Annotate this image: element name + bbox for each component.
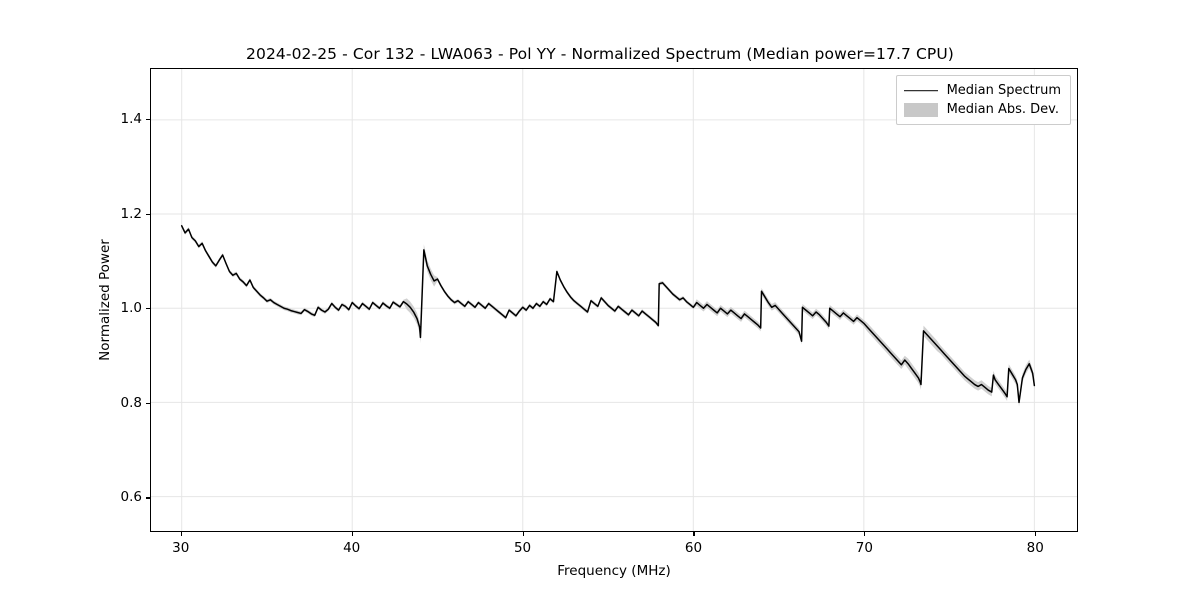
x-tick-label: 60 — [684, 540, 703, 556]
x-tickmark — [522, 532, 524, 536]
x-tick-label: 80 — [1026, 540, 1044, 556]
y-tickmark — [146, 119, 150, 121]
y-tick-label: 1.2 — [120, 205, 142, 222]
plot-area: Median Spectrum Median Abs. Dev. — [150, 68, 1078, 532]
y-tickmark — [146, 497, 150, 499]
spectrum-plot — [180, 223, 1036, 407]
y-tick-label: 0.8 — [120, 394, 142, 411]
legend-label: Median Abs. Dev. — [946, 102, 1060, 117]
x-tick-label: 30 — [172, 540, 190, 556]
x-tickmark — [693, 532, 695, 536]
legend-line-swatch-icon — [904, 84, 938, 98]
x-tickmark — [864, 532, 866, 536]
x-tickmark — [180, 532, 182, 536]
x-tick-label: 50 — [513, 540, 532, 556]
legend-entry-median-spectrum[interactable]: Median Spectrum — [904, 81, 1061, 100]
x-tick-label: 70 — [855, 540, 873, 556]
chart-title: 2024-02-25 - Cor 132 - LWA063 - Pol YY -… — [246, 45, 954, 63]
y-axis-label: Normalized Power — [97, 239, 113, 361]
y-tick-label: 0.6 — [120, 489, 142, 506]
x-tickmark — [351, 532, 353, 536]
legend-label: Median Spectrum — [946, 83, 1061, 98]
y-tickmark — [146, 308, 150, 310]
x-axis-label: Frequency (MHz) — [557, 563, 671, 579]
x-tick-label: 40 — [343, 540, 361, 556]
legend-box[interactable]: Median Spectrum Median Abs. Dev. — [895, 75, 1071, 125]
y-tickmark — [146, 402, 150, 404]
y-tick-label: 1.0 — [120, 300, 142, 317]
x-tickmark — [1035, 532, 1037, 536]
legend-entry-median-abs-dev[interactable]: Median Abs. Dev. — [903, 100, 1061, 119]
y-tick-label: 1.4 — [120, 111, 142, 128]
y-tickmark — [146, 213, 150, 215]
legend-band-swatch-icon — [903, 102, 938, 117]
